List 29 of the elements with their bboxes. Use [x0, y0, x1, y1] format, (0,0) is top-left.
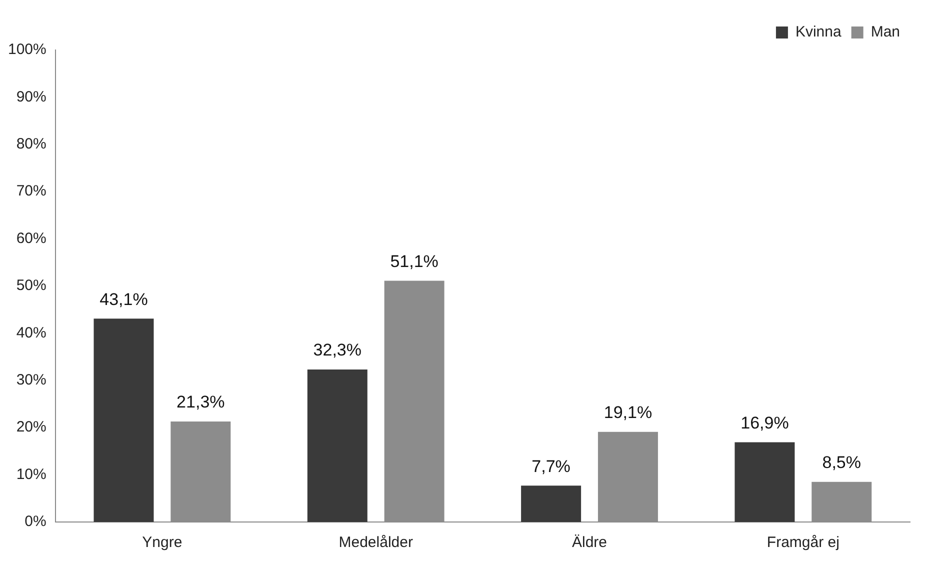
data-label: 21,3% — [176, 392, 225, 412]
y-tick-label: 100% — [8, 41, 46, 58]
y-tick-label: 30% — [16, 372, 46, 389]
data-label: 19,1% — [604, 403, 652, 422]
legend-label: Kvinna — [795, 24, 842, 41]
y-tick-label: 10% — [16, 466, 46, 483]
y-tick-label: 90% — [16, 88, 46, 106]
data-label: 16,9% — [740, 413, 789, 432]
data-label: 7,7% — [532, 456, 570, 476]
bar — [307, 370, 368, 522]
data-label: 43,1% — [100, 290, 148, 309]
bar — [521, 486, 582, 522]
y-tick-label: 20% — [16, 418, 46, 436]
legend-label: Man — [870, 24, 900, 41]
x-tick-label: Medelålder — [338, 534, 413, 552]
bar — [734, 442, 795, 522]
data-label: 8,5% — [822, 453, 862, 472]
x-tick-label: Yngre — [142, 534, 182, 552]
y-tick-label: 40% — [16, 324, 46, 342]
bar — [94, 318, 154, 522]
y-tick-label: 70% — [16, 182, 46, 200]
x-tick-label: Äldre — [572, 534, 608, 552]
y-tick-label: 0% — [24, 513, 46, 530]
x-tick-label: Framgår ej — [766, 534, 840, 552]
y-tick-label: 60% — [16, 230, 46, 247]
data-label: 32,3% — [313, 340, 362, 360]
y-tick-label: 50% — [16, 277, 46, 294]
y-tick-label: 80% — [16, 136, 46, 153]
data-label: 51,1% — [390, 252, 438, 271]
